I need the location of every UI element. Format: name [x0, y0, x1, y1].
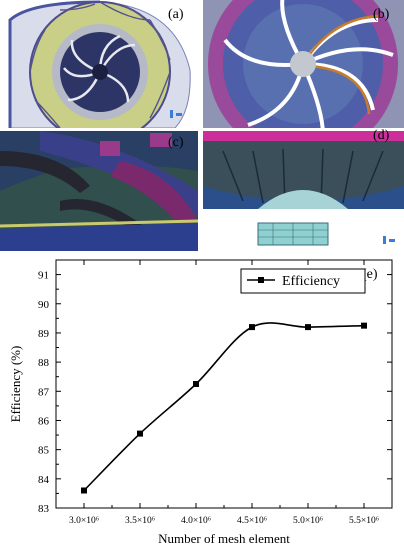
- plot-frame: [55, 259, 393, 509]
- data-point: [361, 322, 367, 329]
- y-axis-label: Efficiency (%): [8, 346, 23, 423]
- x-tick-label: 3.0×10⁶: [69, 516, 99, 526]
- panel-c-image: [0, 131, 198, 251]
- y-tick-label: 89: [38, 328, 50, 340]
- data-point: [249, 324, 255, 331]
- x-tick-label: 3.5×10⁶: [125, 516, 155, 526]
- panel-a-label: (a): [168, 7, 184, 22]
- x-axis-label: Number of mesh element: [158, 531, 290, 546]
- data-point: [137, 430, 143, 437]
- series-line-efficiency: [83, 322, 365, 492]
- y-tick-label: 85: [38, 445, 50, 457]
- legend-label: Efficiency: [282, 274, 340, 289]
- y-tick-label: 87: [38, 386, 50, 398]
- y-tick-label: 83: [38, 503, 50, 515]
- data-point: [81, 487, 87, 494]
- data-point: [193, 381, 199, 387]
- data-point: [305, 324, 311, 331]
- x-tick-label: 4.0×10⁶: [181, 516, 211, 526]
- y-tick-label: 90: [38, 299, 50, 311]
- y-tick-label: 88: [38, 357, 50, 369]
- efficiency-chart: 83 84 85 86 87 88 89 90 91 3.0×10⁶ 3.5×10⁶ 4.0×10⁶ 4…: [0, 252, 404, 550]
- x-tick-label: 5.0×10⁶: [293, 516, 323, 526]
- y-tick-label: 91: [38, 270, 49, 282]
- panel-d-image: [203, 131, 404, 251]
- panel-a-image: [0, 0, 198, 128]
- y-tick-label: 84: [38, 474, 50, 486]
- y-tick-label: 86: [38, 415, 50, 427]
- panel-e-label: (e): [362, 267, 378, 282]
- panel-c-label: (c): [168, 135, 184, 150]
- panel-b-label: (b): [373, 7, 390, 22]
- panel-b-image: [203, 0, 404, 128]
- x-tick-label: 4.5×10⁶: [237, 516, 267, 526]
- x-tick-label: 5.5×10⁶: [349, 516, 379, 526]
- legend-marker: [258, 277, 264, 283]
- panel-d-label: (d): [373, 128, 390, 143]
